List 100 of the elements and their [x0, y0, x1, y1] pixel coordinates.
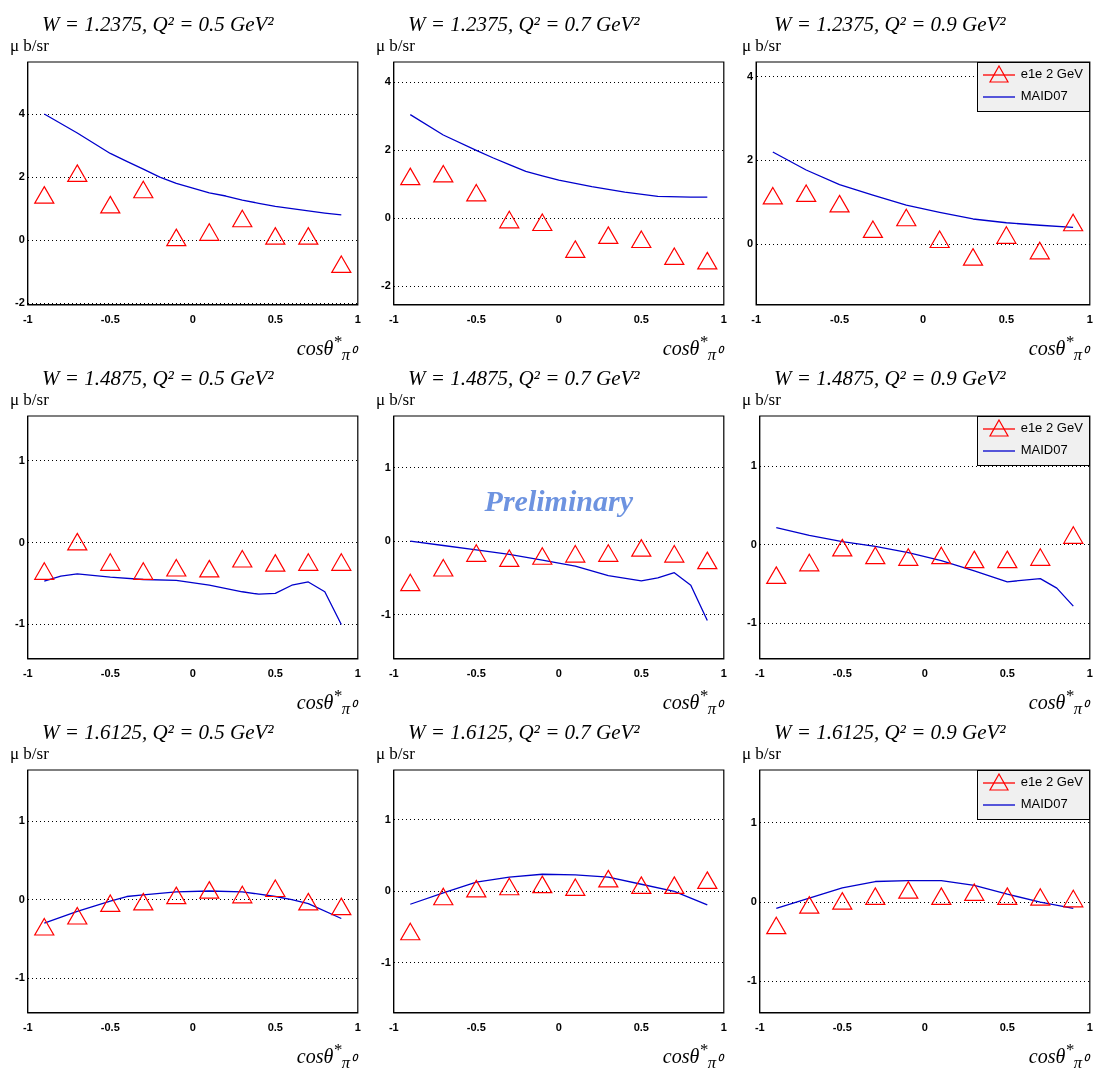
point — [433, 558, 454, 577]
point — [1029, 241, 1050, 260]
x-tick-label: 0 — [919, 313, 927, 326]
point — [100, 195, 121, 214]
y-axis-title: μ b/sr — [376, 390, 415, 410]
y-tick-label: 2 — [18, 170, 25, 183]
point — [1030, 548, 1051, 566]
x-tick-label: 0 — [189, 1021, 196, 1034]
y-tick-label: 1 — [384, 813, 391, 826]
point — [865, 887, 886, 906]
point — [996, 226, 1017, 244]
y-tick-label: 0 — [750, 537, 757, 550]
point — [499, 549, 520, 568]
chart-title: W = 1.4875, Q² = 0.5 GeV² — [41, 365, 275, 392]
point — [799, 896, 820, 914]
point — [762, 186, 783, 205]
point — [133, 180, 154, 199]
y-axis-title: μ b/sr — [10, 744, 49, 764]
point — [265, 226, 286, 245]
legend-label: MAID07 — [1020, 796, 1068, 812]
y-tick-label: -1 — [381, 955, 391, 968]
point — [199, 880, 220, 899]
point — [997, 887, 1018, 906]
point — [598, 869, 619, 888]
point — [631, 539, 652, 557]
point — [565, 878, 586, 897]
chart-title: W = 1.2375, Q² = 0.7 GeV² — [407, 11, 641, 38]
point — [664, 544, 685, 563]
point — [896, 208, 917, 227]
point — [499, 210, 520, 229]
y-tick-label: 0 — [18, 535, 25, 548]
point — [232, 549, 253, 568]
x-tick-label: -0.5 — [100, 667, 120, 680]
point — [766, 566, 787, 584]
point — [100, 553, 121, 571]
legend-label: MAID07 — [1020, 442, 1068, 458]
x-tick-label: -0.5 — [100, 1021, 120, 1034]
x-tick-label: -0.5 — [832, 1021, 852, 1034]
point — [265, 554, 286, 572]
legend-label: e1e 2 GeV — [1020, 420, 1083, 436]
point — [499, 877, 520, 896]
point — [929, 230, 950, 249]
point — [532, 875, 553, 894]
point — [34, 562, 55, 580]
y-tick-label: 1 — [18, 453, 25, 466]
point — [67, 532, 88, 551]
y-tick-label: -2 — [15, 296, 25, 309]
point — [166, 228, 187, 247]
x-tick-label: 0 — [555, 1021, 562, 1034]
point — [166, 558, 187, 577]
y-tick-label: -1 — [15, 971, 25, 984]
y-tick-label: 2 — [384, 143, 391, 156]
chart-title: W = 1.4875, Q² = 0.9 GeV² — [773, 365, 1007, 392]
point — [466, 544, 487, 562]
y-tick-label: 4 — [18, 107, 26, 120]
point — [766, 916, 787, 935]
y-tick-label: -1 — [15, 617, 25, 630]
point — [598, 544, 619, 562]
y-tick-label: 0 — [384, 211, 391, 224]
x-tick-label: 1 — [720, 667, 727, 680]
y-tick-label: 1 — [384, 460, 391, 473]
point — [796, 184, 817, 203]
y-tick-label: 1 — [750, 459, 757, 472]
y-tick-label: 0 — [18, 233, 25, 246]
point — [232, 885, 253, 904]
x-tick-label: 0.5 — [267, 667, 283, 680]
x-tick-label: 0.5 — [267, 313, 283, 326]
point — [964, 550, 985, 569]
point — [34, 917, 55, 936]
point — [898, 880, 919, 899]
chart-title: W = 1.2375, Q² = 0.9 GeV² — [773, 11, 1007, 38]
point — [466, 879, 487, 898]
point — [400, 922, 421, 941]
x-tick-label: 0 — [555, 667, 562, 680]
point — [67, 906, 88, 925]
x-tick-label: 0 — [189, 313, 196, 326]
y-tick-label: 0 — [18, 892, 25, 905]
y-tick-label: 0 — [746, 237, 754, 250]
x-tick-label: 0.5 — [633, 313, 649, 326]
point — [331, 255, 352, 274]
x-tick-label: 0 — [921, 1021, 928, 1034]
point — [832, 892, 853, 910]
y-axis-title: μ b/sr — [376, 744, 415, 764]
point — [697, 251, 718, 270]
point — [232, 209, 253, 228]
point — [298, 553, 319, 571]
x-tick-label: 1 — [720, 1021, 727, 1034]
chart-title: W = 1.6125, Q² = 0.7 GeV² — [407, 719, 641, 746]
point — [199, 223, 220, 241]
point — [433, 887, 454, 906]
chart-title: W = 1.6125, Q² = 0.5 GeV² — [41, 719, 275, 746]
point — [931, 546, 952, 565]
x-tick-label: -0.5 — [832, 667, 852, 680]
x-tick-label: 1 — [354, 313, 361, 326]
point — [799, 553, 820, 572]
x-tick-label: 1 — [354, 1021, 361, 1034]
x-tick-label: 0.5 — [999, 667, 1015, 680]
chart-title: W = 1.2375, Q² = 0.5 GeV² — [41, 11, 275, 38]
y-axis-title: μ b/sr — [742, 390, 781, 410]
point — [1062, 213, 1084, 232]
